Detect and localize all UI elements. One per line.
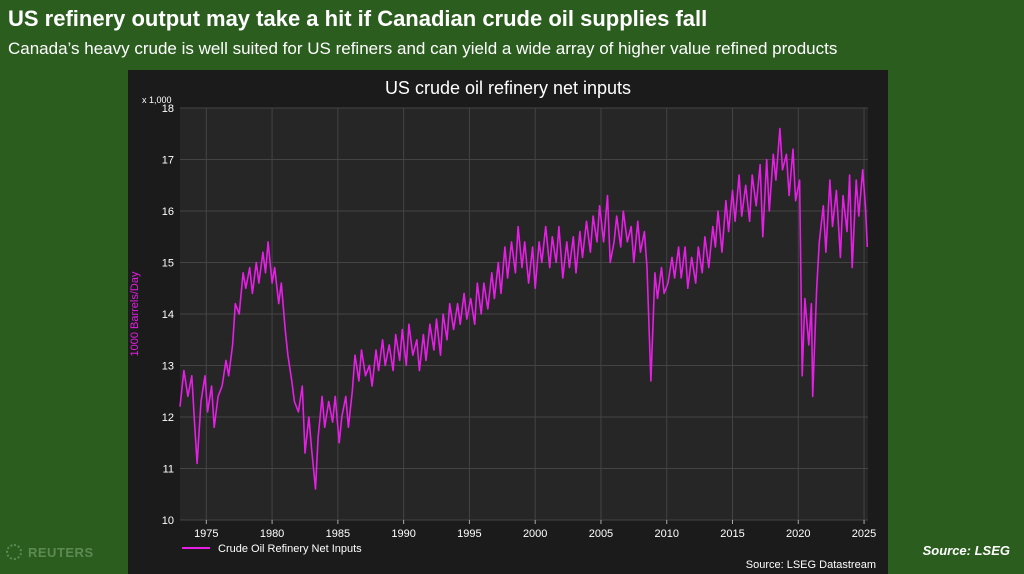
chart-source: Source: LSEG Datastream: [746, 559, 876, 571]
x-tick-label: 2020: [786, 528, 810, 540]
x-tick-label: 2025: [852, 528, 876, 540]
y-tick-label: 16: [162, 206, 174, 218]
reuters-logo-icon: [6, 544, 22, 560]
x-tick-label: 2010: [654, 528, 678, 540]
y-multiplier-label: x 1,000: [142, 95, 172, 105]
series-line: [179, 127, 869, 490]
page-headline: US refinery output may take a hit if Can…: [8, 6, 708, 31]
y-tick-label: 17: [162, 155, 174, 167]
y-tick-label: 15: [162, 258, 174, 270]
page-subheadline: Canada’s heavy crude is well suited for …: [8, 39, 838, 58]
series-layer: [179, 127, 869, 490]
legend: Crude Oil Refinery Net Inputs: [182, 543, 362, 555]
y-tick-label: 11: [163, 464, 174, 476]
axis-layer: 10 11 12 13 14 15 16 17 18 1975 1980 1985 1990 1995 20…: [162, 103, 877, 540]
source-credit: Source: LSEG: [922, 543, 1010, 558]
y-tick-label: 13: [162, 361, 174, 373]
y-axis-label: 1000 Barrels/Day: [129, 271, 141, 356]
y-tick-label: 14: [162, 309, 174, 321]
x-tick-label: 1990: [391, 528, 415, 540]
x-tick-label: 2005: [589, 528, 613, 540]
y-tick-label: 10: [162, 515, 174, 527]
x-tick-label: 1980: [260, 528, 284, 540]
chart-title: US crude oil refinery net inputs: [385, 78, 631, 98]
x-tick-label: 2000: [523, 528, 547, 540]
reuters-watermark: REUTERS: [6, 544, 94, 560]
chart-svg: US crude oil refinery net inputs 1011121…: [129, 78, 877, 571]
legend-label: Crude Oil Refinery Net Inputs: [218, 543, 362, 555]
x-tick-label: 2015: [720, 528, 744, 540]
x-tick-label: 1985: [326, 528, 350, 540]
grid-layer: [180, 107, 868, 521]
chart-panel: US crude oil refinery net inputs 10 11 12 1…: [128, 70, 888, 574]
y-tick-label: 18: [162, 103, 174, 115]
watermark-text: REUTERS: [28, 544, 94, 560]
y-tick-label: 12: [162, 412, 174, 424]
x-tick-label: 1995: [457, 528, 481, 540]
x-tick-label: 1975: [194, 528, 218, 540]
